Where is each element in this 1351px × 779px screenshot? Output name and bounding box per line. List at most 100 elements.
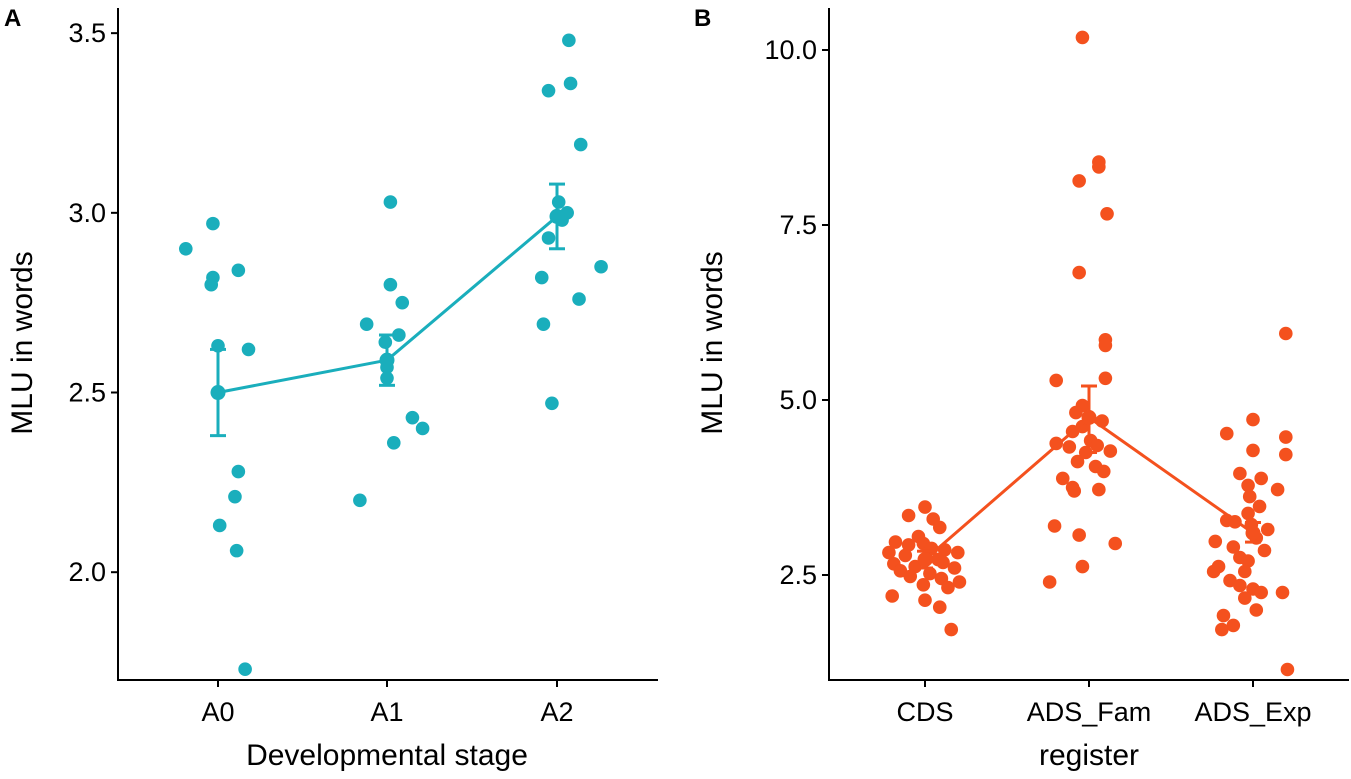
panel-a: A 2.0 2.5 3.0 3.5 A0 A1 A2 Developmental stag…: [4, 5, 658, 772]
y-tick-label: 5.0: [779, 385, 817, 415]
panel-label-b: B: [694, 5, 711, 32]
data-point: [1072, 265, 1086, 280]
panel-label-a: A: [4, 5, 21, 32]
data-point: [1238, 564, 1252, 579]
data-point: [1241, 506, 1255, 521]
data-point: [901, 538, 916, 552]
data-point: [1049, 436, 1063, 451]
data-point: [238, 662, 252, 677]
y-ticks: 2.0 2.5 3.0 3.5: [68, 18, 118, 587]
mean-summary: [917, 384, 1261, 570]
data-point: [1226, 618, 1241, 633]
data-point: [383, 277, 398, 292]
data-point: [1090, 438, 1104, 453]
x-ticks: CDS ADS_Fam ADS_Exp: [896, 680, 1312, 727]
data-point: [1103, 444, 1118, 458]
data-point: [1242, 489, 1257, 504]
data-point: [386, 436, 401, 450]
data-point: [1067, 484, 1082, 498]
data-point: [1233, 578, 1247, 593]
mean-point: [917, 552, 933, 568]
data-point: [228, 489, 242, 504]
data-point: [573, 137, 588, 152]
data-point: [1254, 471, 1268, 486]
panel-b: B 2.5 5.0 7.5 10.0 CDS ADS_Fam ADS_Exp regist…: [694, 5, 1349, 772]
y-tick-label: 10.0: [764, 35, 817, 65]
data-point: [1233, 466, 1247, 481]
mean-point: [379, 352, 395, 368]
data-point: [1226, 540, 1241, 554]
y-tick-label: 7.5: [779, 210, 817, 240]
x-axis-title: register: [1039, 739, 1139, 772]
x-tick-label: ADS_Fam: [1027, 697, 1152, 727]
data-point: [212, 518, 227, 533]
data-point: [541, 83, 556, 98]
data-point: [1279, 430, 1293, 444]
y-tick-label: 3.0: [68, 198, 106, 228]
data-point: [1279, 447, 1293, 462]
data-point: [918, 593, 932, 607]
data-point: [1075, 559, 1090, 574]
data-point: [1098, 338, 1113, 353]
data-point: [944, 622, 959, 637]
mean-point: [549, 208, 565, 224]
y-tick-label: 2.5: [779, 560, 817, 590]
y-ticks: 2.5 5.0 7.5 10.0: [764, 35, 829, 590]
data-point: [1206, 564, 1221, 579]
data-point: [1098, 371, 1113, 386]
mean-point: [1245, 525, 1261, 541]
data-point: [359, 317, 374, 332]
data-point: [206, 216, 220, 231]
y-axis-title: MLU in words: [696, 251, 729, 434]
data-point: [1280, 662, 1295, 677]
data-point: [563, 76, 578, 91]
y-tick-label: 3.5: [68, 18, 106, 48]
mean-point: [1081, 410, 1097, 425]
data-point: [551, 195, 566, 209]
data-point: [405, 410, 420, 425]
data-point: [898, 548, 913, 563]
data-point: [562, 33, 576, 48]
x-tick-label: CDS: [896, 697, 953, 727]
data-point: [1075, 30, 1090, 45]
data-point: [534, 270, 549, 285]
data-point: [541, 231, 556, 245]
data-point: [923, 566, 937, 581]
data-point: [1047, 519, 1062, 533]
data-point: [1216, 608, 1231, 623]
data-point: [888, 535, 903, 549]
data-point: [229, 543, 244, 558]
data-point: [932, 520, 947, 535]
data-point: [882, 545, 896, 560]
data-point: [378, 335, 393, 350]
data-point: [415, 421, 430, 436]
data-point: [947, 561, 962, 575]
data-point: [545, 396, 559, 411]
data-point: [231, 263, 246, 278]
x-tick-label: A1: [370, 697, 403, 727]
data-point: [936, 555, 950, 570]
data-point: [1042, 575, 1057, 589]
data-point: [901, 508, 916, 523]
data-point: [1108, 536, 1123, 551]
data-point: [1092, 482, 1106, 497]
data-point: [1270, 482, 1285, 497]
data-point: [1246, 443, 1260, 458]
data-point: [1249, 603, 1264, 617]
data-point: [1254, 585, 1268, 600]
data-point: [918, 500, 932, 514]
data-point: [1279, 326, 1293, 341]
x-axis-title: Developmental stage: [246, 739, 528, 772]
data-point: [893, 564, 908, 578]
data-point: [951, 545, 965, 560]
data-point: [1260, 522, 1275, 537]
x-tick-label: A2: [540, 697, 573, 727]
data-point: [383, 195, 398, 209]
data-point: [1049, 373, 1063, 388]
data-point: [204, 277, 219, 292]
y-tick-label: 2.0: [68, 557, 106, 587]
data-point: [1275, 585, 1290, 600]
data-point: [1070, 454, 1085, 469]
mean-point: [210, 385, 226, 401]
